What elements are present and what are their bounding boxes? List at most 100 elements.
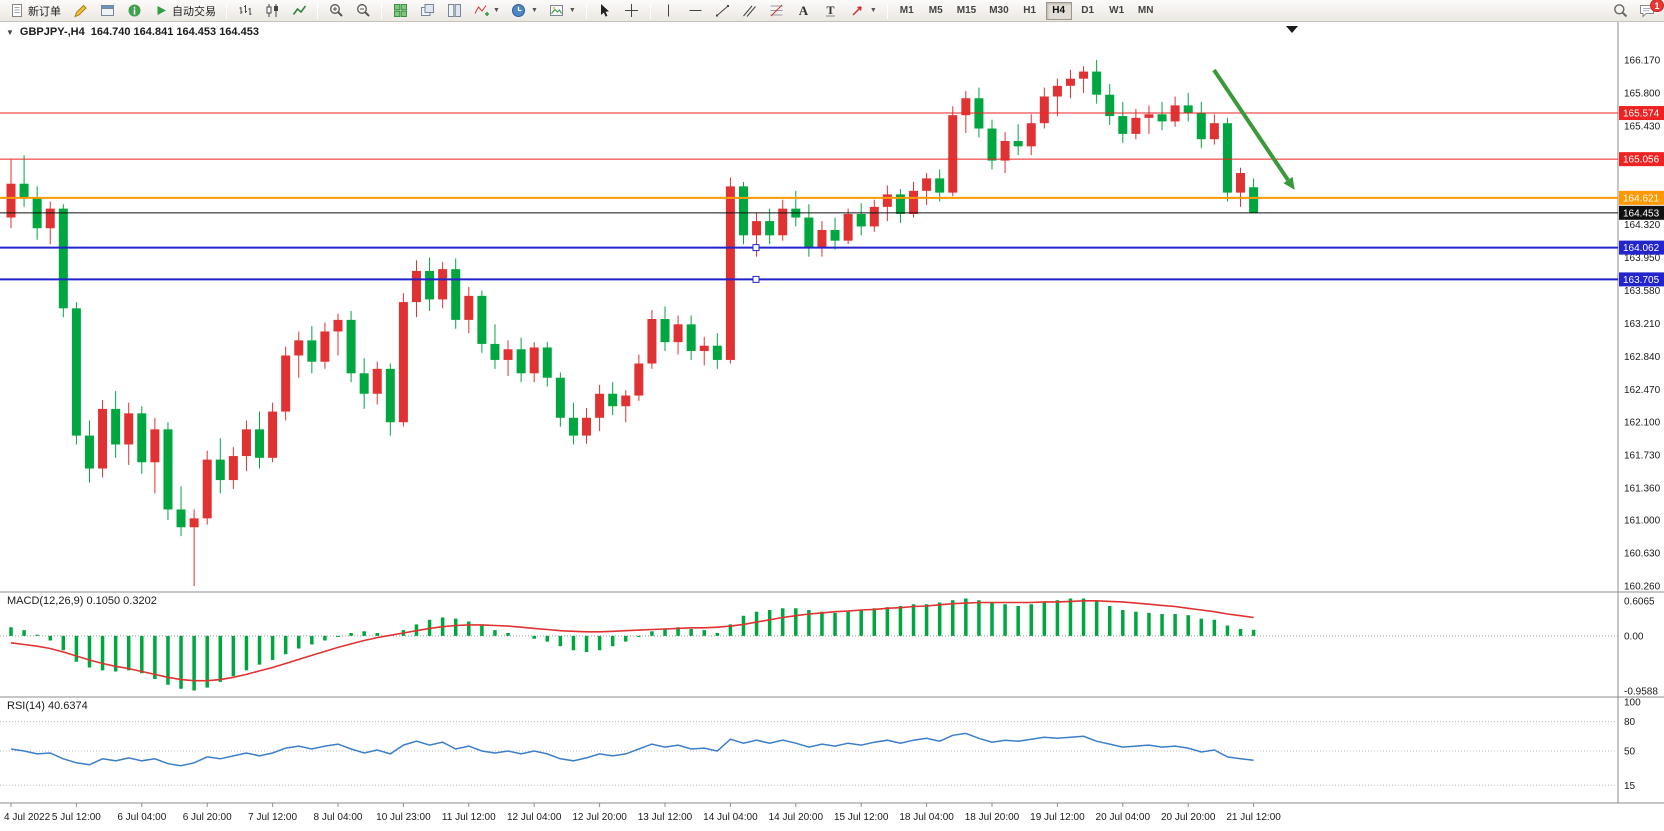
svg-text:166.170: 166.170 — [1624, 56, 1661, 67]
label-button[interactable]: T — [818, 1, 844, 21]
svg-text:164.320: 164.320 — [1624, 220, 1661, 231]
text-button[interactable]: A — [791, 1, 817, 21]
templates-button[interactable]: ▼ — [544, 1, 581, 21]
toolbar-separator — [226, 2, 227, 19]
toolbar-separator — [886, 2, 888, 19]
svg-text:161.000: 161.000 — [1624, 516, 1661, 527]
data-window-button[interactable] — [121, 1, 147, 21]
indicators-button[interactable]: ▼ — [468, 1, 505, 21]
autotrading-button[interactable]: 自动交易 — [148, 1, 221, 21]
cursor-button[interactable] — [592, 1, 618, 21]
channel-button[interactable] — [737, 1, 763, 21]
indicators-icon — [473, 3, 489, 19]
zoom-in-button[interactable] — [323, 1, 349, 21]
svg-text:19 Jul 12:00: 19 Jul 12:00 — [1030, 812, 1085, 823]
tile-vertical-button[interactable] — [441, 1, 467, 21]
search-button[interactable] — [1607, 1, 1633, 21]
crosshair-icon — [624, 3, 640, 19]
chevron-down-icon: ▼ — [493, 7, 500, 14]
chart-shift-marker[interactable] — [1286, 26, 1298, 33]
svg-text:164.453: 164.453 — [1623, 208, 1660, 219]
svg-text:5 Jul 12:00: 5 Jul 12:00 — [52, 812, 101, 823]
hline-164.062[interactable]: 164.062 — [0, 240, 1664, 255]
chevron-down-icon: ▼ — [530, 7, 538, 14]
new-order-button[interactable]: 新订单 — [4, 1, 66, 21]
timeframe-h4-button[interactable]: H4 — [1045, 1, 1072, 20]
trend-arrow-annotation[interactable] — [1212, 68, 1295, 190]
timeframe-m1-button[interactable]: M1 — [894, 2, 920, 20]
metaeditor-button[interactable] — [67, 1, 93, 21]
svg-text:100: 100 — [1624, 698, 1641, 709]
timeframe-m5-button[interactable]: M5 — [923, 2, 949, 20]
hline-163.705[interactable]: 163.705 — [0, 272, 1664, 287]
cascade-windows-button[interactable] — [414, 1, 440, 21]
tile-windows-button[interactable] — [387, 1, 413, 21]
timeframe-d1-button[interactable]: D1 — [1075, 2, 1101, 20]
new-order-label: 新订单 — [28, 5, 61, 18]
svg-text:161.730: 161.730 — [1624, 451, 1661, 462]
svg-text:50: 50 — [1624, 747, 1636, 758]
svg-text:160.260: 160.260 — [1624, 582, 1661, 593]
cascade-windows-icon — [419, 3, 435, 19]
trendline-button[interactable] — [710, 1, 736, 21]
zoom-out-button[interactable] — [350, 1, 376, 21]
terminal-button[interactable] — [94, 1, 120, 21]
svg-text:20 Jul 20:00: 20 Jul 20:00 — [1161, 812, 1216, 823]
crosshair-button[interactable] — [619, 1, 645, 21]
svg-text:20 Jul 04:00: 20 Jul 04:00 — [1096, 812, 1151, 823]
svg-text:163.950: 163.950 — [1624, 253, 1661, 264]
line-chart-button[interactable] — [286, 1, 312, 21]
main-toolbar: 新订单 自动交易 ▼ ▼ ▼ A T ▼ M1 M5 M15 M30 H1 H4… — [0, 0, 1664, 22]
toolbar-separator — [649, 2, 651, 19]
bar-chart-icon — [237, 3, 253, 19]
hline-164.453[interactable]: 164.453 — [0, 205, 1664, 220]
svg-text:160.630: 160.630 — [1624, 549, 1661, 560]
bar-chart-button[interactable] — [232, 1, 258, 21]
terminal-icon — [99, 3, 115, 19]
chevron-down-icon: ▼ — [869, 7, 877, 14]
svg-text:15: 15 — [1624, 781, 1636, 792]
hline-164.621[interactable]: 164.621 — [0, 190, 1664, 205]
svg-text:7 Jul 12:00: 7 Jul 12:00 — [248, 812, 297, 823]
svg-text:14 Jul 20:00: 14 Jul 20:00 — [769, 812, 824, 823]
svg-text:12 Jul 20:00: 12 Jul 20:00 — [572, 812, 627, 823]
horizontal-line-button[interactable] — [683, 1, 709, 21]
notifications-button[interactable]: 1 — [1634, 0, 1664, 21]
line-chart-icon — [291, 3, 307, 19]
macd-signal-line — [10, 599, 1254, 682]
svg-text:165.574: 165.574 — [1623, 109, 1660, 120]
hline-165.574[interactable]: 165.574 — [0, 106, 1664, 121]
svg-text:165.430: 165.430 — [1624, 121, 1661, 132]
metaeditor-icon — [72, 3, 88, 19]
label-icon: T — [823, 3, 839, 19]
shapes-button[interactable]: ▼ — [845, 1, 882, 21]
timeframe-m15-button[interactable]: M15 — [952, 2, 981, 20]
candlestick-chart-icon — [264, 3, 280, 19]
price-axis[interactable]: 166.170 165.800 165.430 164.320 163.950 163.5… — [1624, 56, 1661, 593]
timeframe-mn-button[interactable]: MN — [1133, 2, 1159, 20]
timeframe-w1-button[interactable]: W1 — [1104, 2, 1130, 20]
svg-text:T: T — [827, 3, 835, 17]
fibonacci-button[interactable] — [764, 1, 790, 21]
rsi-axis: 100 80 50 15 — [1624, 698, 1641, 792]
tile-windows-icon — [392, 3, 408, 19]
timeframe-h1-button[interactable]: H1 — [1017, 2, 1043, 20]
hline-165.056[interactable]: 165.056 — [0, 152, 1664, 167]
horizontal-line-icon — [688, 3, 704, 19]
svg-text:163.210: 163.210 — [1624, 319, 1661, 330]
chevron-down-icon: ▼ — [568, 7, 576, 14]
cursor-icon — [597, 3, 613, 19]
svg-text:21 Jul 12:00: 21 Jul 12:00 — [1226, 812, 1281, 823]
timeframe-m30-button[interactable]: M30 — [984, 2, 1013, 20]
svg-text:12 Jul 04:00: 12 Jul 04:00 — [507, 812, 562, 823]
autotrading-play-icon — [153, 3, 169, 19]
candlestick-chart-button[interactable] — [259, 1, 285, 21]
arrow-shape-icon — [850, 3, 866, 19]
svg-text:164.062: 164.062 — [1623, 243, 1660, 254]
svg-text:10 Jul 23:00: 10 Jul 23:00 — [376, 812, 431, 823]
time-axis[interactable]: 4 Jul 2022 5 Jul 12:00 6 Jul 04:00 6 Jul 20… — [4, 803, 1281, 823]
periods-button[interactable]: ▼ — [506, 1, 543, 21]
symbol-dropdown-icon[interactable]: ▼ — [6, 27, 14, 37]
vertical-line-button[interactable] — [656, 1, 682, 21]
